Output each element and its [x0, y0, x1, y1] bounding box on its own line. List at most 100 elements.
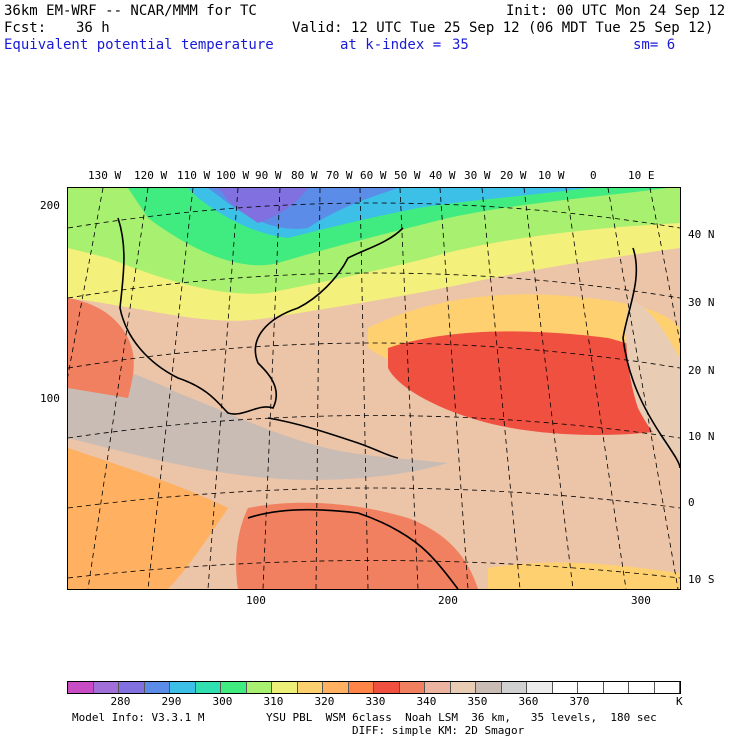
bottom-tick-100: 100 — [246, 594, 266, 607]
colorbar-swatch — [399, 682, 425, 693]
colorbar-label: 290 — [161, 695, 182, 708]
colorbar-label: 320 — [314, 695, 335, 708]
south-atlantic-orange-zone — [488, 562, 680, 589]
meridian-20w — [565, 188, 627, 589]
longitude-label: 110 W — [177, 169, 211, 182]
meridian-110w — [147, 188, 194, 589]
longitude-label: 70 W — [326, 169, 353, 182]
latitude-label: 0 — [688, 496, 695, 509]
parallel-40n — [68, 202, 680, 229]
meridian-120w — [87, 188, 149, 589]
south-america-coast — [247, 508, 459, 589]
colorbar-label: 330 — [365, 695, 386, 708]
meridian-70w — [359, 188, 369, 589]
bottom-tick-300: 300 — [631, 594, 651, 607]
model-title: 36km EM-WRF -- NCAR/MMM for TC — [4, 3, 257, 19]
meridian-60w — [399, 188, 419, 589]
colorbar-swatch — [119, 682, 145, 693]
longitude-label: 90 W — [255, 169, 282, 182]
coastlines — [117, 217, 680, 589]
left-tick-200: 200 — [40, 199, 60, 212]
parallel-10s — [68, 560, 680, 579]
meridian-40w — [481, 188, 521, 589]
colorbar-swatch — [501, 682, 527, 693]
meridian-100w — [207, 188, 239, 589]
diffusion-info: DIFF: simple KM: 2D Smagor — [352, 724, 525, 737]
colorbar-swatch — [195, 682, 221, 693]
colorbar-swatch — [323, 682, 349, 693]
colorbar-swatch — [93, 682, 119, 693]
level-value: 35 — [452, 37, 469, 53]
caribbean-islands — [267, 417, 399, 459]
eastern-pacific-orange-zone — [68, 448, 228, 589]
equivalent-potential-temperature-map — [67, 187, 681, 590]
colorbar-swatch — [578, 682, 604, 693]
colorbar-label: 300 — [212, 695, 233, 708]
longitude-label: 130 W — [88, 169, 122, 182]
longitude-label: 100 W — [216, 169, 250, 182]
latitude-label: 20 N — [688, 364, 715, 377]
caribbean-gray-zone — [68, 358, 448, 480]
meridian-10w — [607, 188, 679, 589]
forecast-hour: 36 h — [76, 20, 110, 36]
colorbar-swatch — [170, 682, 196, 693]
field-name: Equivalent potential temperature — [4, 37, 274, 53]
longitude-label: 10 W — [538, 169, 565, 182]
colorbar-swatch — [374, 682, 400, 693]
left-tick-100: 100 — [40, 392, 60, 405]
longitude-label: 40 W — [429, 169, 456, 182]
longitude-label: 80 W — [291, 169, 318, 182]
north-america-coast — [117, 217, 404, 415]
longitude-label: 30 W — [464, 169, 491, 182]
model-info: Model Info: V3.3.1 M — [72, 711, 205, 724]
colorbar-label: 340 — [416, 695, 437, 708]
map-canvas — [68, 188, 680, 589]
colorbar-swatch — [297, 682, 323, 693]
colorbar-swatch — [476, 682, 502, 693]
meridian-80w — [315, 188, 321, 589]
graticule — [68, 188, 680, 589]
colorbar-label: 280 — [110, 695, 131, 708]
meridian-130w — [68, 188, 104, 378]
longitude-label: 120 W — [134, 169, 168, 182]
longitude-label: 50 W — [394, 169, 421, 182]
longitude-label: 10 E — [628, 169, 655, 182]
colorbar-label: 310 — [263, 695, 284, 708]
forecast-label: Fcst: — [4, 20, 47, 36]
colorbar-swatch — [425, 682, 451, 693]
colorbar-swatch — [552, 682, 578, 693]
coldest-violet-region — [218, 188, 308, 223]
south-america-warm-zone — [236, 502, 478, 589]
africa-coast — [622, 247, 680, 469]
meridian-30w — [523, 188, 574, 589]
longitude-label: 0 — [590, 169, 597, 182]
colorbar-swatch — [348, 682, 374, 693]
bottom-tick-200: 200 — [438, 594, 458, 607]
colorbar-swatch — [629, 682, 655, 693]
meridian-50w — [439, 188, 469, 589]
level-label: at k-index = — [340, 37, 442, 53]
colorbar-swatch — [450, 682, 476, 693]
colorbar-swatch — [603, 682, 629, 693]
latitude-label: 40 N — [688, 228, 715, 241]
valid-time: Valid: 12 UTC Tue 25 Sep 12 (06 MDT Tue … — [292, 20, 714, 36]
colorbar-label: 350 — [467, 695, 488, 708]
colorbar-swatch — [654, 682, 680, 693]
colorbar-unit: K — [676, 695, 683, 708]
africa-warm-zone — [626, 298, 680, 458]
parallel-10n — [68, 415, 680, 439]
longitude-label: 20 W — [500, 169, 527, 182]
colorbar-swatch — [272, 682, 298, 693]
parallel-30n — [68, 272, 680, 299]
colorbar-label: 360 — [518, 695, 539, 708]
colorbar-swatch — [68, 682, 94, 693]
colorbar-swatch — [221, 682, 247, 693]
colorbar-swatch — [527, 682, 553, 693]
colorbar-label: 370 — [569, 695, 590, 708]
parallel-20n — [68, 342, 680, 369]
colorbar-swatch — [246, 682, 272, 693]
init-time: Init: 00 UTC Mon 24 Sep 12 — [506, 3, 726, 19]
latitude-label: 30 N — [688, 296, 715, 309]
temperature-colorbar — [67, 681, 681, 694]
latitude-label: 10 N — [688, 430, 715, 443]
